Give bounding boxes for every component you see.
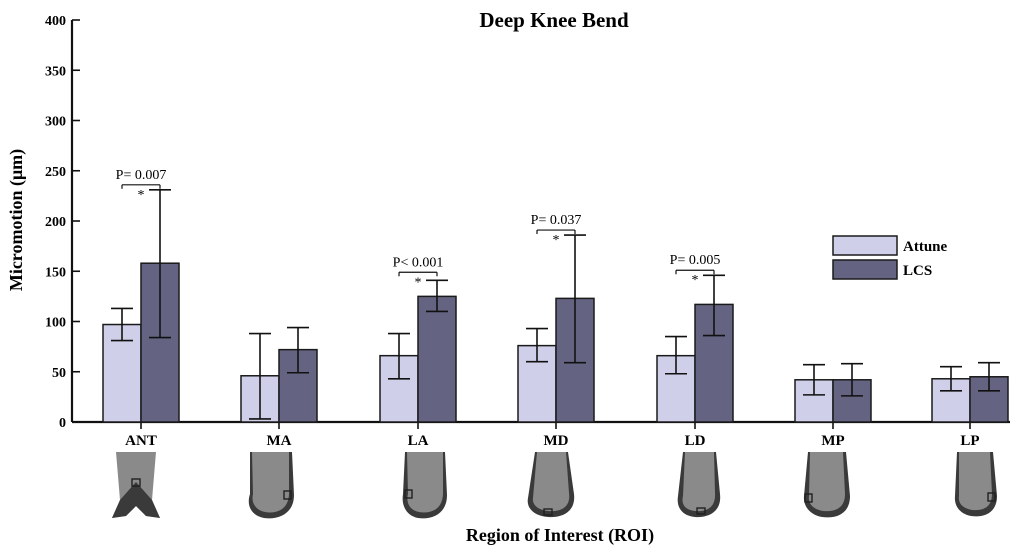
error-bar-attune-ld xyxy=(665,335,687,375)
error-bar-lcs-ma xyxy=(287,326,309,374)
x-tick-label: MP xyxy=(821,433,844,449)
femoral-component-roi-icon-md xyxy=(527,452,575,518)
x-tick-label: MA xyxy=(267,433,292,449)
axes: 0 50 100 150 200 250 300 350 400 ANT MA LA MD LD MP LP xyxy=(45,14,1010,449)
femoral-component-roi-icon-mp xyxy=(803,452,850,518)
x-tick-label: LP xyxy=(960,433,979,449)
p-value-label: P= 0.037 xyxy=(531,213,582,228)
y-tick-label: 300 xyxy=(45,115,66,130)
error-bar-attune-lp xyxy=(940,365,962,392)
error-bar-attune-ma xyxy=(249,332,271,420)
significance-la: P< 0.001 * xyxy=(393,255,444,290)
femoral-component-roi-icon-ma xyxy=(248,452,294,519)
y-tick-label: 250 xyxy=(45,165,66,180)
error-bars xyxy=(111,189,1000,420)
roi-diagrams xyxy=(112,452,997,519)
error-bar-attune-ant xyxy=(111,307,133,342)
y-tick-label: 200 xyxy=(45,215,66,230)
significance-star: * xyxy=(553,233,560,248)
y-tick-label: 0 xyxy=(59,416,66,431)
significance-star: * xyxy=(692,273,699,288)
femoral-component-roi-icon-ld xyxy=(677,452,721,518)
chart-title: Deep Knee Bend xyxy=(479,8,629,32)
femoral-component-roi-icon-la xyxy=(402,452,447,519)
y-tick-label: 100 xyxy=(45,316,66,331)
legend-label-attune: Attune xyxy=(903,239,948,255)
y-tick-label: 400 xyxy=(45,14,66,29)
bar-attune-la xyxy=(379,354,419,423)
p-value-label: P= 0.007 xyxy=(116,168,167,183)
x-tick-label: LA xyxy=(408,433,429,449)
x-tick-label: MD xyxy=(544,433,569,449)
bars xyxy=(102,262,1009,423)
error-bar-lcs-lp xyxy=(978,361,1000,392)
bar-attune-lp xyxy=(931,378,971,423)
significance-ld: P= 0.005 * xyxy=(670,253,721,288)
significance-annotations: P= 0.007 * P< 0.001 * P= 0.037 * P= 0.005 * xyxy=(116,168,721,290)
error-bar-attune-mp xyxy=(803,363,825,396)
x-axis-label: Region of Interest (ROI) xyxy=(466,525,654,546)
femoral-component-roi-icon-lp xyxy=(954,452,997,517)
x-tick-label: ANT xyxy=(125,433,157,449)
y-axis-label: Micromotion (μm) xyxy=(6,149,27,291)
y-tick-label: 50 xyxy=(52,366,66,381)
error-bar-lcs-md xyxy=(564,234,586,364)
legend-swatch-attune xyxy=(832,235,898,256)
legend-label-lcs: LCS xyxy=(903,263,932,279)
significance-md: P= 0.037 * xyxy=(531,213,582,248)
error-bar-attune-md xyxy=(526,327,548,363)
p-value-label: P= 0.005 xyxy=(670,253,721,268)
error-bar-lcs-ant xyxy=(149,189,171,339)
significance-ant: P= 0.007 * xyxy=(116,168,167,203)
femoral-component-anterior-icon xyxy=(112,452,160,518)
legend: Attune LCS xyxy=(832,235,948,280)
error-bar-lcs-ld xyxy=(703,274,725,337)
p-value-label: P< 0.001 xyxy=(393,255,444,270)
x-tick-label: LD xyxy=(685,433,706,449)
bar-lcs-la xyxy=(417,295,457,423)
y-tick-label: 150 xyxy=(45,265,66,280)
significance-star: * xyxy=(138,188,145,203)
legend-swatch-lcs xyxy=(832,259,898,280)
error-bar-attune-la xyxy=(388,332,410,380)
y-tick-label: 350 xyxy=(45,64,66,79)
significance-star: * xyxy=(415,275,422,290)
error-bar-lcs-mp xyxy=(841,362,863,397)
error-bar-lcs-la xyxy=(426,279,448,313)
